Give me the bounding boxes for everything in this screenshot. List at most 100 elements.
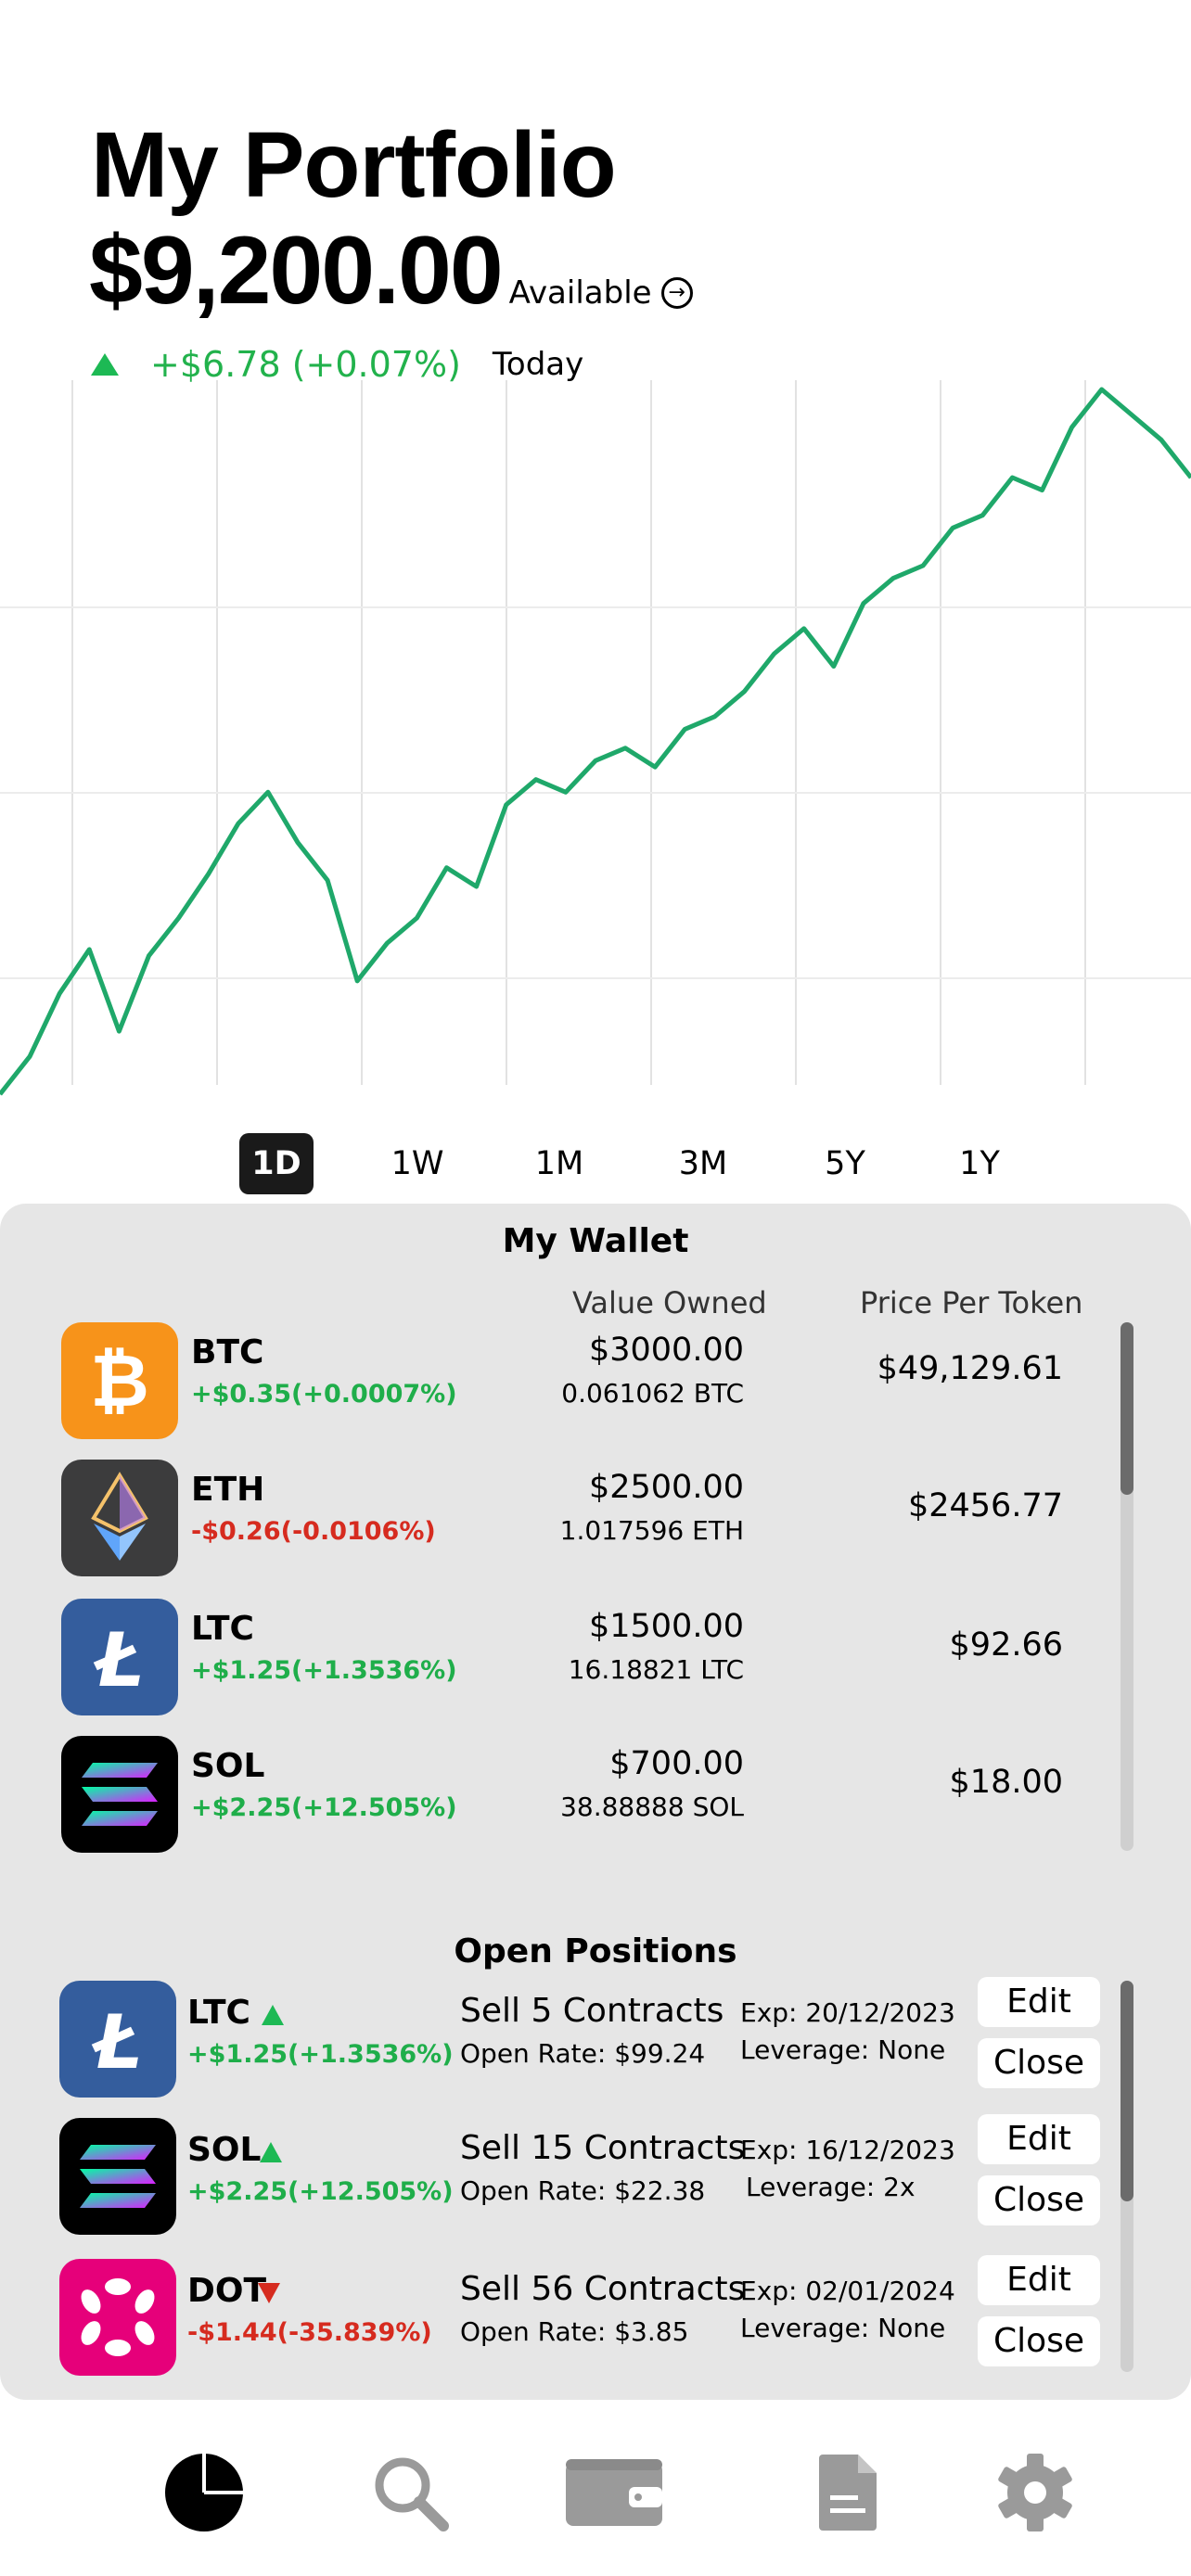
chart-point [654, 766, 656, 768]
svg-text:Ł: Ł [94, 1617, 145, 1699]
position-leverage: Leverage: None [740, 2034, 946, 2065]
positions-scroll-thumb[interactable] [1121, 1981, 1133, 2201]
close-position-button[interactable]: Close [978, 2316, 1100, 2366]
wallet-value-owned: $1500.00 [588, 1608, 744, 1645]
chart-point [833, 666, 835, 668]
edit-position-button[interactable]: Edit [978, 2255, 1100, 2305]
chart-point [58, 992, 60, 994]
portfolio-balance: $9,200.00 [89, 217, 504, 325]
tab-gear[interactable] [989, 2448, 1082, 2541]
chart-point [713, 716, 715, 718]
range-tab-1w[interactable]: 1W [391, 1145, 444, 1182]
chart-point [922, 565, 924, 567]
position-symbol: LTC [187, 1994, 250, 2032]
range-tab-5y[interactable]: 5Y [825, 1145, 865, 1182]
tab-document[interactable] [801, 2448, 894, 2541]
wallet-symbol: ETH [191, 1471, 265, 1509]
triangle-up-icon [260, 2142, 282, 2162]
wallet-scrollbar[interactable] [1121, 1322, 1133, 1851]
chart-point [148, 955, 149, 957]
tab-pie-chart[interactable] [158, 2448, 250, 2541]
position-expiry: Exp: 16/12/2023 [740, 2135, 955, 2165]
edit-position-button[interactable]: Edit [978, 1977, 1100, 2027]
wallet-symbol: BTC [191, 1333, 264, 1371]
wallet-quantity: 0.061062 BTC [561, 1378, 744, 1409]
bitcoin-icon[interactable]: ₿ [61, 1322, 178, 1439]
position-expiry: Exp: 02/01/2024 [740, 2276, 955, 2306]
wallet-quantity: 1.017596 ETH [559, 1515, 744, 1546]
range-tab-1y[interactable]: 1Y [959, 1145, 1000, 1182]
balance-row: $9,200.00 Available → [89, 215, 693, 326]
position-symbol: SOL [187, 2131, 262, 2169]
portfolio-change: +$6.78 (+0.07%) [150, 344, 461, 385]
chart-point [952, 527, 954, 529]
portfolio-chart[interactable] [0, 380, 1191, 1168]
period-label: Today [492, 346, 584, 383]
wallet-symbol: LTC [191, 1610, 254, 1648]
price-per-token-header: Price Per Token [860, 1285, 1083, 1320]
wallet-panel: My Wallet Value Owned Price Per Token Op… [0, 1204, 1191, 2400]
value-owned-header: Value Owned [572, 1285, 767, 1320]
range-tab-1m[interactable]: 1M [534, 1145, 584, 1182]
available-link[interactable]: Available → [509, 274, 693, 312]
positions-title: Open Positions [454, 1932, 737, 1970]
wallet-value-owned: $700.00 [609, 1745, 744, 1782]
range-tab-1d[interactable]: 1D [239, 1133, 314, 1194]
triangle-down-icon [258, 2283, 280, 2303]
pie-chart-icon [163, 2452, 245, 2537]
position-open-rate: Open Rate: $99.24 [460, 2038, 706, 2069]
chart-point [88, 949, 90, 950]
position-open-rate: Open Rate: $22.38 [460, 2175, 706, 2206]
chart-series-line [0, 387, 1191, 1096]
svg-text:₿: ₿ [90, 1340, 149, 1422]
position-action: Sell 15 Contracts [460, 2129, 746, 2167]
solana-icon[interactable] [59, 2118, 176, 2235]
litecoin-icon[interactable]: Ł [61, 1599, 178, 1715]
wallet-value-owned: $3000.00 [588, 1332, 744, 1369]
chart-point [416, 917, 417, 919]
close-position-button[interactable]: Close [978, 2038, 1100, 2088]
chart-point [0, 1093, 1, 1095]
wallet-change: -$0.26(-0.0106%) [191, 1517, 436, 1546]
chart-point [624, 747, 626, 749]
chart-point [1042, 490, 1043, 491]
chart-point [267, 791, 269, 793]
wallet-scroll-thumb[interactable] [1121, 1322, 1133, 1495]
wallet-value-owned: $2500.00 [588, 1469, 744, 1506]
chart-point [535, 779, 537, 781]
chart-point [1101, 389, 1103, 390]
tab-search[interactable] [364, 2448, 456, 2541]
chart-point [774, 653, 775, 655]
wallet-symbol: SOL [191, 1747, 265, 1785]
solana-icon[interactable] [61, 1736, 178, 1853]
chart-point [863, 603, 864, 605]
chart-point [892, 578, 894, 580]
wallet-change: +$1.25(+1.3536%) [191, 1656, 457, 1685]
chart-point [356, 980, 358, 982]
position-open-rate: Open Rate: $3.85 [460, 2316, 689, 2347]
close-position-button[interactable]: Close [978, 2175, 1100, 2225]
litecoin-icon[interactable]: Ł [59, 1981, 176, 2098]
tab-bar [0, 2411, 1191, 2576]
positions-scrollbar[interactable] [1121, 1981, 1133, 2372]
range-selector: 1D 1W 1M 3M 5Y 1Y [0, 1133, 1191, 1194]
ethereum-icon[interactable] [61, 1460, 178, 1576]
edit-position-button[interactable]: Edit [978, 2114, 1100, 2164]
tab-wallet[interactable] [566, 2448, 662, 2541]
chart-point [327, 879, 328, 881]
chart-point [981, 515, 983, 516]
wallet-quantity: 38.88888 SOL [560, 1792, 744, 1822]
chart-point [446, 867, 447, 869]
position-symbol: DOT [187, 2272, 267, 2310]
chart-point [386, 942, 388, 944]
position-action: Sell 56 Contracts [460, 2270, 746, 2308]
polkadot-icon[interactable] [59, 2259, 176, 2376]
gear-icon [995, 2453, 1075, 2536]
position-change: -$1.44(-35.839%) [187, 2318, 432, 2347]
wallet-price-per-token: $2456.77 [907, 1487, 1063, 1524]
range-tab-3m[interactable]: 3M [678, 1145, 728, 1182]
chart-point [29, 1055, 31, 1057]
chart-point [803, 628, 805, 630]
wallet-change: +$0.35(+0.0007%) [191, 1380, 457, 1409]
wallet-icon [564, 2457, 664, 2531]
